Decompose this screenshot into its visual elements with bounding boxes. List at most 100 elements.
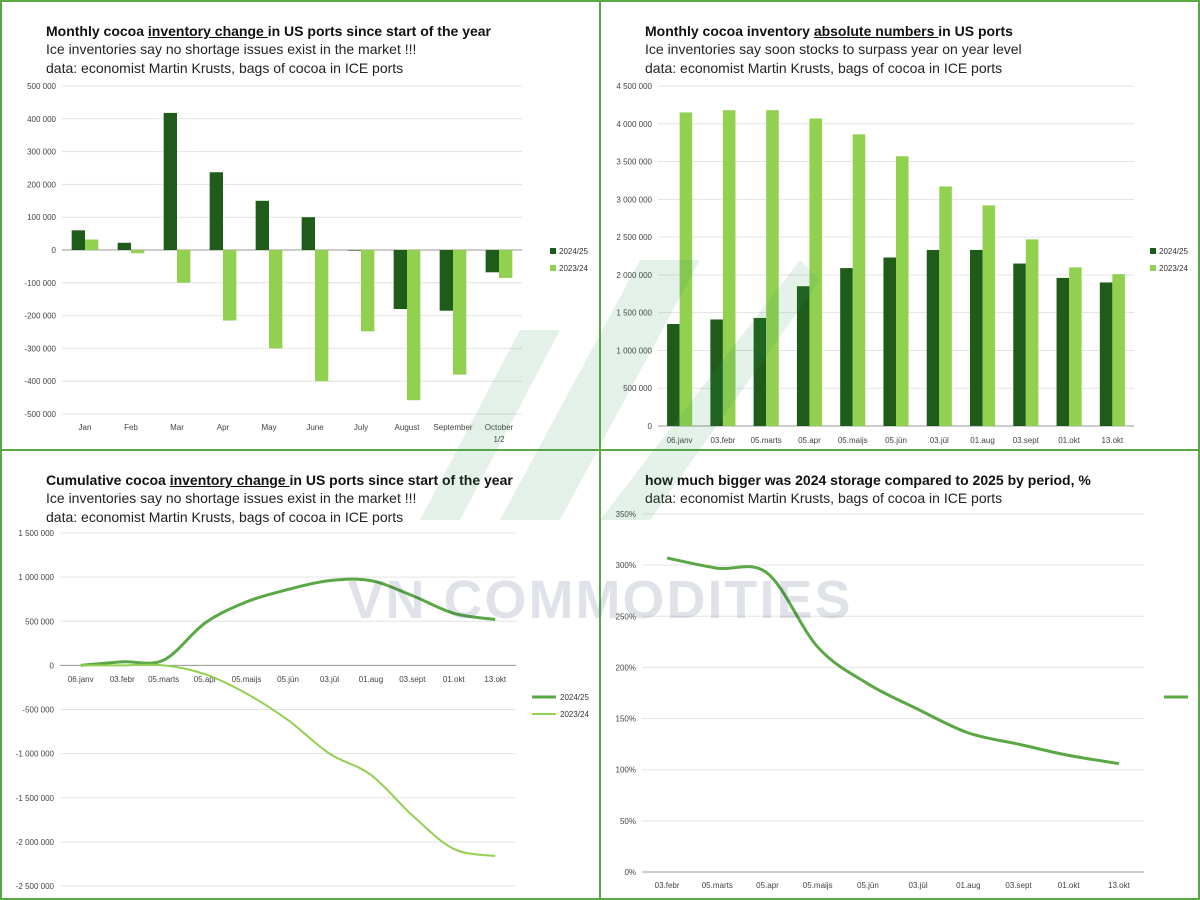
y-tick-label: -200 000 [24, 312, 56, 321]
chart-title: Cumulative cocoa inventory change in US … [46, 472, 513, 488]
x-tick-label: 05.jūn [857, 881, 879, 890]
bar-2024-25 [117, 242, 131, 250]
chart-title: how much bigger was 2024 storage compare… [645, 472, 1091, 488]
bar-2023-24 [896, 156, 909, 426]
chart-subtitle: Ice inventories say no shortage issues e… [46, 41, 417, 57]
x-tick-label: 03.sept [1005, 881, 1032, 890]
x-tick-label: 01.okt [1058, 436, 1081, 445]
y-tick-label: -400 000 [24, 377, 56, 386]
chart-titles: Monthly cocoa inventory change in US por… [46, 22, 491, 78]
legend-label: 2024/25 [559, 247, 588, 256]
bar-2023-24 [85, 239, 99, 250]
x-tick-label: 03.sept [399, 675, 426, 684]
y-tick-label: 100% [616, 766, 636, 775]
y-tick-label: 4 000 000 [616, 120, 652, 129]
legend-label: 2023/24 [559, 264, 588, 273]
line-chart-cumulative-change: -2 500 000 -2 000 000 -1 500 000 -1 000 000… [16, 529, 590, 891]
y-tick-label: 0 [648, 422, 653, 431]
x-tick-label: September [433, 423, 472, 432]
y-tick-label: 250% [616, 612, 636, 621]
y-tick-label: 500 000 [27, 82, 56, 91]
bar-2024-25 [796, 286, 810, 426]
bar-2024-25 [485, 250, 499, 273]
y-tick-label: 1 500 000 [616, 309, 652, 318]
x-tick-label: 03.sept [1013, 436, 1040, 445]
x-tick-label: 05.marts [148, 675, 179, 684]
x-tick-label: 05.jūn [277, 675, 299, 684]
y-tick-label: 200 000 [27, 180, 56, 189]
x-tick-label: 05.marts [751, 436, 782, 445]
y-tick-label: 1 500 000 [18, 529, 54, 538]
x-tick-label: 05.apr [756, 881, 779, 890]
bar-2024-25 [393, 250, 407, 310]
bar-2024-25 [1056, 277, 1070, 426]
y-tick-label: 100 000 [27, 213, 56, 222]
x-tick-label: 03.jūl [930, 436, 949, 445]
y-tick-label: -500 000 [24, 410, 56, 419]
x-tick-label: 01.aug [359, 675, 383, 684]
x-tick-label: 13.okt [1108, 881, 1131, 890]
x-tick-label: 03.jūl [909, 881, 928, 890]
chart-titles: Cumulative cocoa inventory change in US … [46, 471, 513, 527]
y-tick-label: 3 500 000 [616, 158, 652, 167]
bar-2023-24 [499, 250, 513, 278]
x-tick-label: 03.febr [655, 881, 680, 890]
y-tick-label: -2 500 000 [16, 882, 55, 891]
x-tick-label: 13.okt [484, 675, 507, 684]
y-tick-label: 300% [616, 561, 636, 570]
chart-panel-cumulative-change: Cumulative cocoa inventory change in US … [0, 449, 601, 900]
legend-swatch [550, 265, 556, 271]
x-tick-label: 05.jūn [885, 436, 907, 445]
y-tick-label: 150% [616, 715, 636, 724]
bar-2023-24 [809, 118, 823, 426]
chart-title: Monthly cocoa inventory absolute numbers… [645, 23, 1013, 39]
y-tick-label: -500 000 [22, 706, 54, 715]
legend-swatch [1150, 265, 1156, 271]
x-tick-label: 06.janv [667, 436, 693, 445]
x-tick-label: 05.maijs [803, 881, 833, 890]
bar-2023-24 [1025, 239, 1039, 426]
bar-2024-25 [71, 230, 85, 250]
y-tick-label: 500 000 [623, 384, 652, 393]
series-line-2024-25 [80, 577, 496, 667]
bar-2023-24 [766, 110, 779, 426]
bar-2024-25 [255, 200, 269, 250]
x-tick-label: 06.janv [68, 675, 94, 684]
chart-panel-monthly-change: Monthly cocoa inventory change in US por… [0, 0, 601, 451]
bar-2023-24 [1112, 274, 1125, 426]
bar-2023-24 [361, 250, 375, 332]
legend-swatch [1150, 248, 1156, 254]
bar-2023-24 [939, 186, 952, 426]
x-tick-label: 13.okt [1101, 436, 1124, 445]
x-tick-label: July [354, 423, 368, 432]
bar-2023-24 [269, 250, 283, 349]
chart-source: data: economist Martin Krusts, bags of c… [46, 509, 404, 525]
chart-source: data: economist Martin Krusts, bags of c… [645, 60, 1003, 76]
x-tick-label: Feb [124, 423, 138, 432]
y-tick-label: 400 000 [27, 115, 56, 124]
bar-2023-24 [407, 250, 421, 401]
y-tick-label: 2 500 000 [616, 233, 652, 242]
x-tick-label: 03.febr [110, 675, 135, 684]
bar-2024-25 [1099, 282, 1113, 426]
y-tick-label: 50% [620, 817, 636, 826]
bar-2024-25 [926, 249, 940, 426]
x-tick-label: 1/2 [493, 435, 505, 444]
legend-label: 2023/24 [1159, 264, 1188, 273]
bar-2023-24 [223, 250, 237, 321]
x-tick-label: Jan [79, 423, 92, 432]
y-tick-label: 0 [52, 246, 57, 255]
bar-chart-absolute-numbers: 0 500 000 1 000 000 1 500 000 2 000 000 2 500… [616, 82, 1188, 445]
bar-2023-24 [131, 250, 145, 254]
x-tick-label: May [261, 423, 276, 432]
x-tick-label: 05.apr [194, 675, 217, 684]
y-tick-label: -2 000 000 [16, 838, 55, 847]
bar-2023-24 [679, 112, 693, 426]
bar-2024-25 [1013, 263, 1026, 426]
bar-2023-24 [453, 250, 467, 375]
x-tick-label: 01.okt [443, 675, 466, 684]
bar-2024-25 [163, 112, 177, 251]
y-tick-label: 200% [616, 663, 636, 672]
x-tick-label: Mar [170, 423, 184, 432]
chart-titles: how much bigger was 2024 storage compare… [645, 471, 1091, 508]
